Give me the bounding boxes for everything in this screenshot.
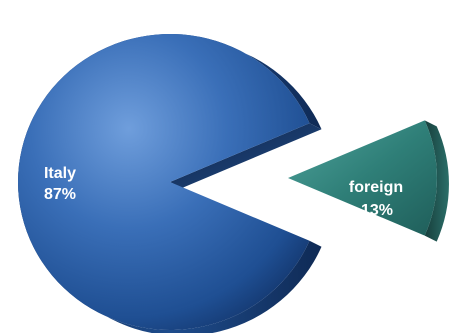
slice-foreign xyxy=(288,120,449,242)
slice-italy-name-label: Italy xyxy=(44,165,76,182)
slice-italy-cut-face xyxy=(170,123,322,188)
slice-foreign-value-label: 13% xyxy=(361,202,393,219)
slice-italy-value-label: 87% xyxy=(44,186,76,203)
slice-foreign-side xyxy=(424,120,449,242)
slice-foreign-top xyxy=(288,120,437,236)
slice-italy xyxy=(17,34,322,333)
slice-foreign-name-label: foreign xyxy=(349,179,403,196)
slice-italy-top xyxy=(17,34,310,331)
